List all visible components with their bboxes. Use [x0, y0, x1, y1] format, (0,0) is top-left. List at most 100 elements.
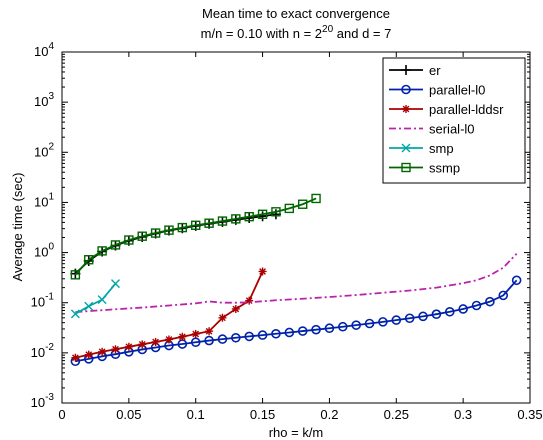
- data-point: [257, 330, 268, 340]
- data-point: [297, 326, 308, 336]
- legend-marker: [402, 105, 410, 113]
- series-er: [70, 209, 281, 279]
- data-point: [190, 337, 201, 348]
- data-point: [271, 207, 281, 217]
- data-point: [498, 290, 509, 301]
- data-point: [111, 345, 120, 354]
- data-point: [431, 309, 442, 320]
- legend-label: parallel-l0: [429, 83, 485, 98]
- data-point: [151, 337, 160, 346]
- data-point: [97, 246, 107, 256]
- x-tick-label: 0.35: [517, 407, 542, 422]
- data-point: [84, 255, 94, 265]
- data-point: [378, 317, 388, 327]
- data-point: [297, 199, 308, 209]
- plot-series: [70, 193, 522, 367]
- data-point: [205, 327, 214, 336]
- data-point: [204, 218, 214, 228]
- legend-label: er: [429, 63, 441, 78]
- y-tick-label: 10-3: [31, 392, 55, 410]
- legend-label: ssmp: [429, 161, 460, 176]
- series-smp: [70, 279, 120, 319]
- data-point: [124, 235, 134, 245]
- chart-subtitle: m/n = 0.10 with n = 220 and d = 7: [201, 24, 392, 41]
- data-point: [311, 193, 321, 204]
- x-tick-label: 0.2: [320, 407, 338, 422]
- y-tick-label: 103: [34, 91, 54, 109]
- data-point: [458, 304, 468, 314]
- data-point: [217, 216, 228, 226]
- data-point: [351, 320, 361, 330]
- legend-box: [382, 57, 526, 184]
- data-point: [110, 279, 120, 289]
- data-point: [98, 347, 107, 356]
- series-line: [74, 213, 277, 275]
- x-tick-label: 0.25: [384, 407, 409, 422]
- data-point: [138, 340, 147, 349]
- data-point: [217, 334, 228, 344]
- data-point: [244, 331, 254, 342]
- data-point: [164, 225, 174, 235]
- series-line: [75, 279, 518, 363]
- legend-entry: parallel-lddsr: [389, 102, 504, 117]
- data-point: [84, 350, 93, 359]
- legend-marker: [401, 65, 411, 75]
- data-point: [245, 296, 254, 305]
- data-point: [71, 353, 80, 362]
- series-parallel-l0: [70, 275, 522, 367]
- legend-entry: smp: [389, 141, 454, 156]
- data-point: [284, 327, 295, 338]
- y-tick-label: 10-2: [31, 342, 55, 360]
- legend-entry: er: [389, 63, 441, 78]
- data-point: [231, 214, 241, 224]
- series-line: [74, 197, 317, 276]
- data-point: [337, 321, 348, 332]
- x-tick-label: 0: [58, 407, 65, 422]
- data-point: [164, 335, 173, 344]
- data-point: [178, 332, 187, 341]
- data-point: [177, 222, 188, 233]
- data-point: [231, 304, 240, 313]
- data-point: [311, 324, 321, 335]
- x-tick-label: 0.15: [250, 407, 275, 422]
- data-point: [84, 301, 94, 311]
- y-tick-label: 10-1: [31, 292, 55, 310]
- data-point: [110, 240, 121, 250]
- series-ssmp: [70, 193, 321, 280]
- data-point: [404, 313, 415, 324]
- data-point: [244, 211, 254, 222]
- legend-entry: parallel-l0: [389, 83, 485, 98]
- data-point: [284, 203, 295, 214]
- data-point: [97, 295, 107, 305]
- data-point: [218, 313, 227, 322]
- data-point: [471, 300, 482, 311]
- legend-label: smp: [429, 141, 454, 156]
- y-tick-label: 101: [34, 191, 54, 209]
- series-line: [75, 253, 518, 313]
- data-point: [511, 275, 522, 286]
- x-tick-label: 0.3: [454, 407, 472, 422]
- data-point: [444, 306, 455, 317]
- legend-entry: serial-l0: [389, 122, 475, 137]
- series-line: [74, 283, 117, 315]
- data-point: [124, 342, 133, 351]
- x-tick-label: 0.1: [187, 407, 205, 422]
- data-point: [485, 296, 495, 307]
- data-point: [191, 220, 201, 230]
- data-point: [364, 318, 375, 329]
- x-axis-label: rho = k/m: [269, 425, 324, 440]
- legend-marker: [401, 143, 411, 153]
- legend-label: serial-l0: [429, 122, 475, 137]
- chart-title: Mean time to exact convergence: [202, 6, 390, 21]
- series-parallel-lddsr: [71, 267, 267, 362]
- data-point: [418, 311, 428, 322]
- data-point: [271, 328, 281, 339]
- y-tick-label: 100: [34, 242, 54, 260]
- y-tick-label: 102: [34, 141, 54, 159]
- data-point: [204, 335, 214, 346]
- legend-marker: [401, 84, 411, 95]
- legend: er parallel-l0 parallel-lddsr serial-l0 smp s…: [382, 57, 526, 184]
- axes: 0 0.05 0.1 0.15 0.2 0.25 0.3 0.35 10-3 10-2 10-1 10…: [31, 41, 543, 422]
- series-serial-l0: [75, 253, 518, 313]
